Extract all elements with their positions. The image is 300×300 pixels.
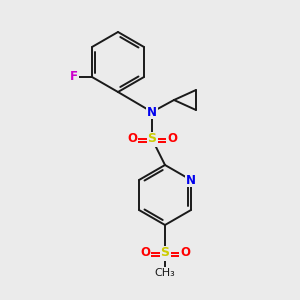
Text: S: S: [160, 247, 169, 260]
Text: N: N: [147, 106, 157, 118]
Text: O: O: [180, 247, 190, 260]
Text: S: S: [148, 133, 157, 146]
Text: F: F: [70, 70, 78, 83]
Text: O: O: [127, 133, 137, 146]
Text: N: N: [186, 173, 196, 187]
Text: O: O: [140, 247, 150, 260]
Text: O: O: [167, 133, 177, 146]
Text: CH₃: CH₃: [154, 268, 176, 278]
